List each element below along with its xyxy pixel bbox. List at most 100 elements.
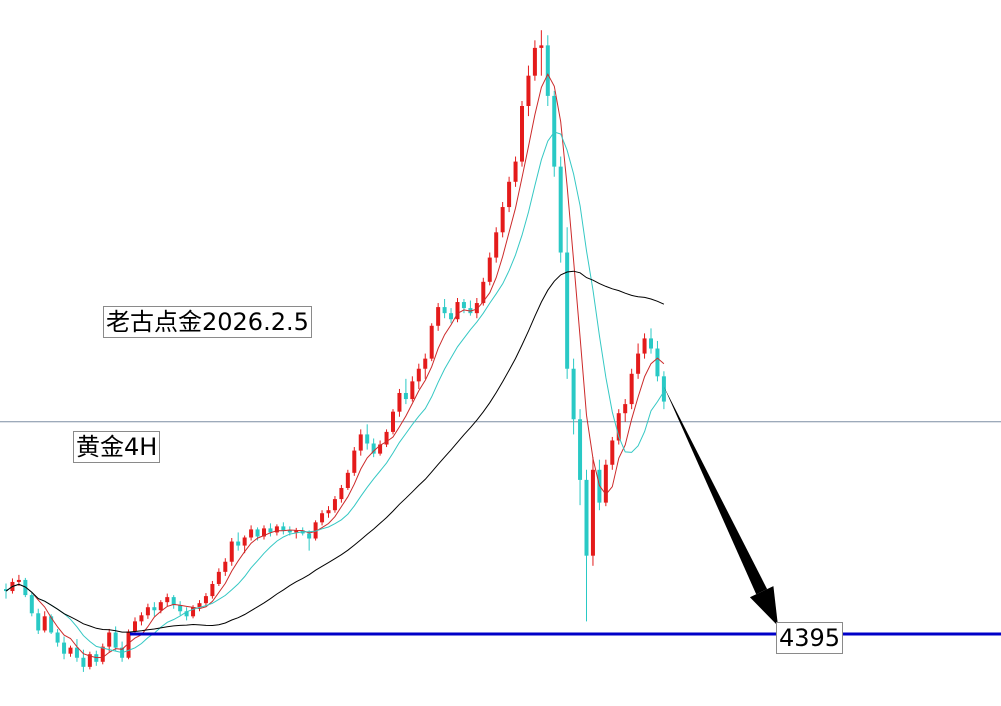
timeframe-label: 黄金4H [73, 431, 161, 463]
candle-body [210, 583, 215, 597]
candle-body [42, 616, 47, 631]
candle-body [49, 616, 54, 633]
candle-body [397, 392, 402, 412]
candle-body [423, 358, 428, 369]
candle-body [565, 252, 570, 369]
candle-body [384, 431, 389, 445]
candle-body [636, 353, 641, 374]
candle-body [191, 607, 196, 617]
candle-body [365, 434, 370, 444]
candle-body [410, 381, 415, 400]
candle-body [358, 434, 363, 451]
candle-body [255, 529, 260, 537]
candle-body [461, 302, 466, 309]
candle-body [429, 325, 434, 359]
candle-body [526, 75, 531, 106]
candle-body [649, 338, 653, 349]
ma-fast-line [5, 73, 665, 659]
candle-body [391, 411, 395, 432]
candle-body [481, 281, 486, 304]
candle-body [165, 597, 170, 603]
candle-body [68, 647, 73, 654]
candle-body [55, 632, 60, 643]
candle-body [126, 631, 131, 658]
candle-body [642, 338, 647, 354]
candle-body [145, 607, 150, 616]
candle-body [87, 654, 92, 667]
candle-body [107, 632, 112, 647]
candle-body [339, 487, 344, 500]
candle-body [320, 513, 325, 523]
candle-body [661, 376, 666, 402]
candle-body [268, 528, 273, 533]
candle-body [171, 597, 176, 606]
candle-body [603, 464, 608, 503]
candle-body [313, 522, 318, 539]
candle-body [36, 613, 41, 631]
candle-body [623, 404, 628, 414]
candle-body [558, 166, 563, 253]
candle-body [100, 646, 105, 662]
candles-group [4, 30, 666, 672]
target-price-label: 4395 [776, 622, 844, 654]
candle-body [81, 657, 86, 667]
candle-body [223, 561, 228, 572]
candle-body [532, 47, 537, 76]
candle-body [307, 533, 312, 539]
candle-body [139, 615, 144, 622]
ma-slow-line [5, 270, 665, 633]
projection-arrow-shaft [663, 386, 768, 595]
candle-body [507, 181, 512, 208]
candle-body [294, 530, 299, 533]
candle-body [242, 537, 247, 546]
candle-body [203, 596, 208, 604]
candle-body [416, 368, 421, 382]
candle-body [455, 302, 460, 320]
candle-body [487, 257, 492, 282]
candle-body [494, 232, 499, 258]
candle-body [655, 348, 660, 377]
candle-body [332, 499, 337, 511]
candle-body [4, 589, 8, 592]
candle-body [571, 368, 576, 420]
candle-body [442, 307, 447, 314]
candle-body [184, 611, 189, 617]
moving-averages-group [5, 73, 665, 659]
candle-body [545, 45, 550, 96]
candle-body [378, 444, 383, 454]
candle-body [326, 510, 331, 514]
candle-body [216, 571, 221, 584]
candle-body [113, 632, 118, 648]
candle-body [616, 413, 621, 441]
candle-body [610, 440, 615, 465]
candle-body [500, 207, 505, 233]
candle-body [513, 161, 518, 182]
candle-body [449, 313, 454, 320]
candle-body [197, 603, 202, 608]
candle-body [584, 479, 589, 556]
candle-body [16, 579, 21, 582]
candle-body [158, 602, 163, 611]
candle-body [281, 526, 286, 531]
candle-body [629, 373, 634, 405]
candle-body [236, 541, 241, 546]
candle-body [539, 45, 544, 48]
projection-arrow-head [749, 586, 778, 626]
candle-body [474, 303, 479, 314]
candle-body [403, 392, 408, 400]
candle-body [552, 95, 557, 167]
candle-body [262, 528, 266, 537]
candle-body [229, 541, 234, 562]
candle-body [436, 307, 441, 326]
candle-body [590, 469, 595, 556]
ma-mid-line [5, 131, 665, 654]
projection-arrow-group [663, 386, 778, 626]
candle-body [345, 472, 350, 488]
candle-body [133, 621, 137, 632]
candle-body [178, 605, 183, 612]
candle-body [74, 647, 79, 658]
candle-body [29, 595, 34, 614]
chart-title-label: 老古点金2026.2.5 [103, 306, 312, 338]
